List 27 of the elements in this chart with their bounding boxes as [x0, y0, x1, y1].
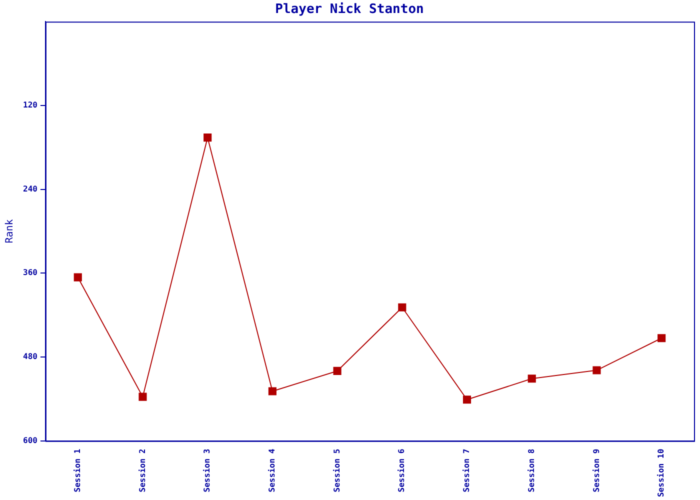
- y-tick-label: 240: [22, 184, 38, 194]
- y-tick-label: 360: [22, 268, 38, 278]
- x-tick-label: Session 3: [202, 448, 212, 492]
- y-axis-title: Rank: [4, 219, 16, 244]
- point: [268, 387, 276, 396]
- point: [204, 134, 212, 142]
- x-tick-label: Session 1: [72, 448, 82, 492]
- x-tick-label: Session 5: [332, 448, 342, 492]
- point: [138, 392, 147, 401]
- point: [658, 334, 666, 342]
- y-tick-label: 480: [22, 352, 38, 362]
- x-tick-label: Session 8: [526, 448, 536, 492]
- x-tick-label: Session 6: [397, 448, 406, 492]
- x-tick-label: Session 4: [268, 448, 277, 492]
- point: [398, 303, 406, 312]
- point: [74, 273, 82, 282]
- point: [333, 366, 342, 375]
- point: [592, 366, 601, 374]
- x-tick-label: Session 2: [138, 448, 147, 492]
- point: [528, 374, 536, 383]
- x-tick-label: Session 10: [656, 448, 666, 498]
- y-tick-label: 600: [22, 436, 38, 445]
- x-tick-label: Session 9: [592, 448, 601, 492]
- chart-title: Player Nick Stanton: [275, 2, 424, 18]
- x-tick-label: Session 7: [462, 448, 472, 492]
- point: [462, 396, 472, 404]
- y-tick-label: 120: [22, 100, 38, 110]
